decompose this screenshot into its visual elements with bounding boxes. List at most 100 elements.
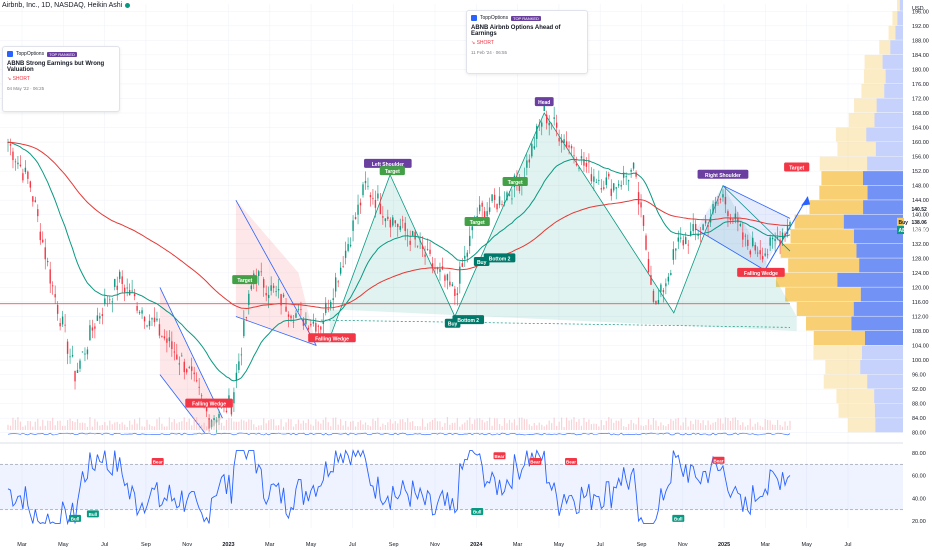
candle-body [344,250,347,258]
rsi-marker-bg [565,457,578,465]
candle-body [526,160,528,168]
candle-body [766,254,769,256]
volume-bar [359,420,362,430]
volume-bar [191,425,193,430]
vp-bar-up [809,200,864,215]
idea-card-1[interactable]: ToppOptions TOP RANKED ABNB Strong Earnin… [2,46,120,112]
volume-bar [389,419,391,430]
volume-bar [484,422,486,430]
volume-bar [687,426,689,430]
candle-body [200,395,203,397]
volume-bar [146,419,148,430]
volume-bar [238,421,240,430]
vp-bar-up [806,316,852,331]
volume-bar [62,425,64,430]
x-tick-label: Nov [430,542,440,548]
y-tick-label: 108.00 [912,329,929,335]
volume-bar [474,419,476,430]
y-tick-label: 152.00 [912,169,929,175]
candle-body [146,325,148,327]
volume-bar [225,419,228,430]
candle-body [560,140,563,143]
candle-body [466,252,468,257]
rsi-marker-bg [493,452,506,460]
y-tick-label: 132.00 [912,242,929,248]
volume-bar [354,426,357,430]
topp-logo-icon [7,51,13,57]
vp-bar-down [853,229,903,244]
card-title: ABNB Strong Earnings but Wrong Valuation [7,61,105,73]
y-tick-label: 192.00 [912,24,929,30]
candle-body [580,156,583,159]
candle-body [667,276,670,282]
topp-logo-icon [471,15,477,21]
candle-body [459,266,461,284]
volume-bar [464,422,466,430]
volume-bar [451,422,453,430]
candle-body [759,250,761,255]
candle-body [675,248,677,251]
vp-bar-down [861,345,903,360]
candle-body [769,237,771,246]
vp-bar-down [874,389,903,404]
candle-body [749,250,751,255]
volume-bar [59,420,61,430]
volume-bar [618,420,620,430]
vp-bar-up [813,331,865,346]
x-tick-label: Sep [637,542,647,548]
candle-body [233,392,235,404]
volume-bar [511,422,513,430]
candle-body [173,351,176,353]
vp-bar-up [861,83,885,98]
candle-body [138,311,141,314]
rsi-tick-label: 80.00 [912,451,926,457]
annotation-label-bg [784,162,810,172]
candle-body [680,237,682,239]
candle-body [178,363,180,365]
candle-body [188,367,190,368]
volume-bar [220,422,223,430]
candle-body [764,253,766,256]
volume-bar [275,425,277,430]
volume-bar [158,417,161,430]
volume-bar [290,419,292,430]
candle-body [74,370,76,382]
volume-bar [337,424,339,430]
volume-bar [84,423,86,430]
volume-bar [781,426,784,430]
candle-body [106,303,109,305]
volume-bar [37,418,39,430]
volume-bar [392,423,394,430]
vp-bar-up [794,214,844,229]
rsi-marker: Bear [153,459,163,464]
candle-body [635,172,637,177]
candle-body [464,255,466,259]
rsi-marker-bg [151,457,164,465]
volume-bar [526,419,528,430]
candle-body [280,294,282,306]
candle-body [369,195,372,198]
price-axis-bg [904,0,932,550]
volume-bar [141,426,143,430]
volume-bar [424,426,426,430]
candle-body [300,309,302,311]
candle-body [379,203,382,215]
ema-fast-line [7,141,791,382]
rsi-marker-bg [529,457,542,465]
volume-bar [650,424,652,430]
rsi-marker: Bull [674,516,683,521]
volume-bar [357,422,359,430]
volume-bar [595,423,597,430]
y-tick-label: 96.00 [912,373,926,379]
candle-body [761,256,764,260]
volume-bar [657,426,660,430]
candle-body [511,198,513,200]
volume-profile [775,0,903,433]
candle-body [34,200,37,203]
candle-body [267,294,270,299]
candle-body [305,319,307,325]
idea-card-2[interactable]: ToppOptions TOP RANKED ABNB Airbnb Option… [466,10,588,74]
y-tick-label: 168.00 [912,111,929,117]
volume-bar [54,425,56,430]
